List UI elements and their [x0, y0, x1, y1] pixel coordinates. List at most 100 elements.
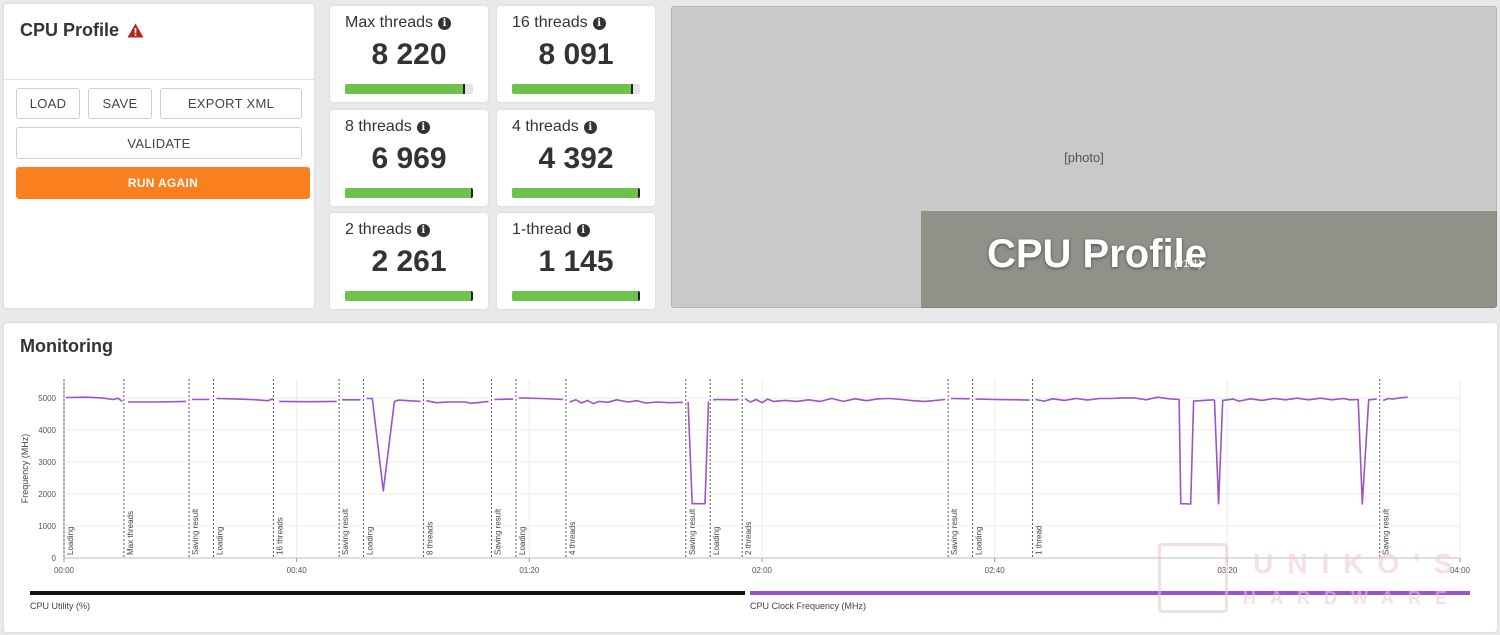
score-bar-marker [631, 84, 634, 94]
warning-icon[interactable] [127, 23, 144, 38]
clock-frequency-line [1035, 396, 1377, 505]
phase-marker-label: Loading [712, 527, 721, 555]
banner-title: CPU Profile [986, 232, 1207, 276]
info-icon[interactable]: i [438, 16, 452, 30]
score-bar-fill [512, 291, 639, 301]
legend-cpu-utility: CPU Utility (%) [30, 601, 90, 611]
clock-frequency-line [569, 399, 683, 405]
phase-marker-label: 2 threads [744, 522, 753, 555]
score-bar-marker [470, 188, 473, 198]
phase-marker-label: 16 threads [275, 517, 284, 555]
score-value: 8 220 [371, 38, 447, 71]
legend-cpu-clock: CPU Clock Frequency (MHz) [750, 601, 867, 611]
score-bar-marker [463, 84, 466, 94]
score-label: Max threads i [345, 14, 452, 32]
phase-marker-label: Saving result [341, 508, 350, 555]
y-tick-label: 3000 [38, 458, 56, 467]
score-value: 1 145 [538, 245, 614, 278]
score-bar-fill [512, 84, 633, 94]
clock-frequency-line [65, 396, 123, 403]
score-card-2-threads: 2 threads i 2 261 [330, 213, 488, 309]
benchmark-title-text: CPU Profile [20, 20, 120, 40]
score-label-text: 2 threads [345, 221, 412, 238]
info-icon[interactable]: i [416, 120, 430, 134]
clock-frequency-line [975, 398, 1030, 401]
clock-frequency-line [128, 400, 187, 403]
score-bar-fill [345, 188, 472, 198]
phase-marker-label: Loading [518, 527, 527, 555]
clock-frequency-line [744, 397, 946, 404]
watermark: UNIKO'S HARDWARE [1158, 543, 1488, 613]
score-label-text: 4 threads [512, 118, 579, 135]
x-tick-label: 00:40 [287, 566, 308, 575]
monitoring-panel: Monitoring [4, 323, 1497, 632]
clock-frequency-line [1382, 396, 1408, 402]
score-bar-marker [470, 291, 473, 301]
phase-marker-label: Saving result [494, 508, 503, 555]
y-tick-label: 5000 [38, 394, 56, 403]
clock-frequency-line [426, 399, 489, 405]
score-card-max-threads: Max threads i 8 220 [330, 6, 488, 102]
x-tick-label: 02:40 [985, 566, 1006, 575]
info-icon[interactable]: i [583, 120, 597, 134]
score-label: 8 threads i [345, 118, 430, 136]
score-value: 6 969 [371, 142, 447, 175]
score-card-8-threads: 8 threads i 6 969 [330, 110, 488, 206]
x-tick-label: 02:00 [752, 566, 773, 575]
score-bar-fill [512, 188, 639, 198]
legend-line-cpu-clock [750, 591, 1470, 595]
benchmark-title: CPU Profile [20, 20, 144, 41]
info-icon[interactable]: i [576, 223, 590, 237]
score-bar-marker [637, 188, 640, 198]
phase-marker-label: 8 threads [425, 522, 434, 555]
score-label-text: 8 threads [345, 118, 412, 135]
run-again-button[interactable]: RUN AGAIN [16, 167, 310, 199]
validate-button[interactable]: VALIDATE [16, 127, 302, 159]
score-bar [512, 84, 640, 94]
phase-marker-label: Max threads [126, 511, 135, 555]
score-card-16-threads: 16 threads i 8 091 [497, 6, 655, 102]
phase-marker-label: 4 threads [568, 522, 577, 555]
score-card-4-threads: 4 threads i 4 392 [497, 110, 655, 206]
banner-title-backdrop [921, 211, 1497, 308]
benchmark-banner: [photo] CPU Profile (v1.1) [671, 6, 1497, 308]
score-bar [345, 188, 473, 198]
y-tick-label: 0 [52, 554, 57, 563]
score-label-text: Max threads [345, 14, 434, 31]
phase-marker-label: Loading [366, 527, 375, 555]
clock-frequency-line [687, 401, 710, 505]
score-value: 2 261 [371, 245, 447, 278]
score-bar-fill [345, 291, 472, 301]
divider [4, 79, 314, 80]
phase-marker-label: 1 thread [1034, 526, 1043, 555]
benchmark-control-panel: CPU Profile LOAD SAVE EXPORT XML VALIDAT… [4, 4, 314, 308]
phase-marker-label: Loading [975, 527, 984, 555]
phase-marker-label: Saving result [1382, 508, 1391, 555]
score-label-text: 16 threads [512, 14, 588, 31]
score-bar [345, 84, 473, 94]
info-icon[interactable]: i [592, 16, 606, 30]
watermark-sub: HARDWARE [1243, 588, 1461, 608]
export-xml-button[interactable]: EXPORT XML [160, 88, 302, 119]
clock-frequency-line [366, 397, 421, 492]
score-card-1-thread: 1-thread i 1 145 [497, 213, 655, 309]
phase-marker-label: Saving result [688, 508, 697, 555]
score-bar [345, 291, 473, 301]
x-tick-label: 00:00 [54, 566, 75, 575]
score-label: 16 threads i [512, 14, 606, 32]
clock-frequency-line [518, 397, 564, 401]
score-label: 1-thread i [512, 221, 590, 239]
score-value: 4 392 [538, 142, 614, 175]
y-tick-label: 4000 [38, 426, 56, 435]
score-bar [512, 291, 640, 301]
save-button[interactable]: SAVE [88, 88, 152, 119]
clock-frequency-line [216, 397, 274, 402]
score-label-text: 1-thread [512, 221, 572, 238]
info-icon[interactable]: i [416, 223, 430, 237]
watermark-logo-icon [1158, 543, 1228, 613]
y-tick-label: 1000 [38, 522, 56, 531]
score-bar-fill [345, 84, 465, 94]
legend-line-cpu-utility [30, 591, 745, 595]
load-button[interactable]: LOAD [16, 88, 80, 119]
